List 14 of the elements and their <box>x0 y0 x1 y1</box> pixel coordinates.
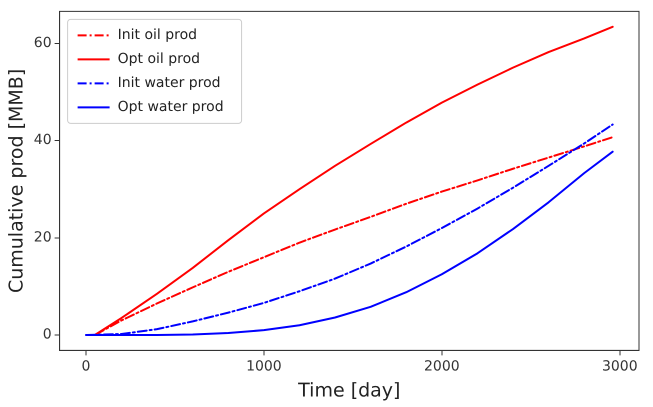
y-tick-label: 0 <box>42 326 52 343</box>
legend-label: Opt water prod <box>118 99 224 116</box>
x-tick-label: 3000 <box>602 358 638 374</box>
x-tick-label: 2000 <box>424 358 460 374</box>
y-tick-label: 20 <box>34 229 52 246</box>
y-tick-label: 40 <box>34 132 52 148</box>
legend-label: Init oil prod <box>118 27 198 44</box>
y-axis-title: Cumulative prod [MMB] <box>5 68 28 294</box>
legend-label: Opt oil prod <box>118 51 200 68</box>
y-tick-label: 60 <box>34 34 52 51</box>
x-tick-label: 0 <box>81 358 90 374</box>
legend-label: Init water prod <box>118 75 221 92</box>
x-tick-label: 1000 <box>246 358 282 374</box>
x-axis-title: Time [day] <box>297 380 400 402</box>
